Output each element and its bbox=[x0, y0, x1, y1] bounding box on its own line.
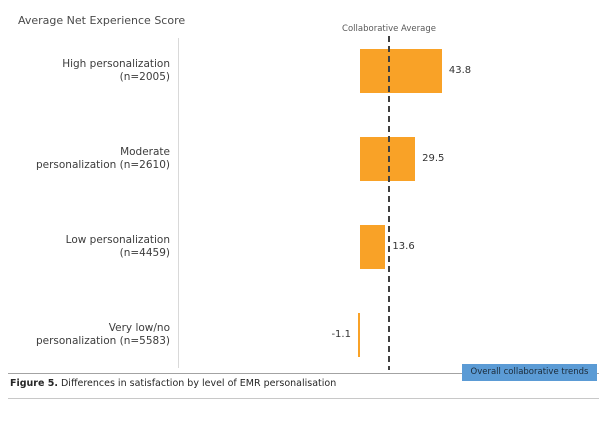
category-label: Low personalization (n=4459) bbox=[65, 234, 170, 259]
figure-caption: Figure 5. Differences in satisfaction by… bbox=[10, 378, 336, 389]
bar bbox=[360, 225, 386, 269]
figure-caption-text: Differences in satisfaction by level of … bbox=[57, 378, 337, 389]
caption-top-rule bbox=[8, 373, 599, 374]
category-label: High personalization (n=2005) bbox=[62, 58, 170, 83]
figure-caption-number: Figure 5. bbox=[10, 378, 58, 389]
value-label: 29.5 bbox=[422, 153, 445, 164]
chart-title: Average Net Experience Score bbox=[18, 14, 186, 27]
value-label: 43.8 bbox=[448, 65, 472, 76]
bar bbox=[357, 313, 360, 357]
category-axis-line bbox=[178, 38, 179, 368]
value-label: -1.1 bbox=[331, 329, 351, 340]
value-label: 13.6 bbox=[392, 241, 415, 252]
collaborative-average-label: Collaborative Average bbox=[342, 24, 436, 34]
bar bbox=[360, 137, 416, 181]
bar bbox=[360, 49, 442, 93]
collaborative-average-dashed-line bbox=[388, 36, 390, 370]
category-label: Very low/no personalization (n=5583) bbox=[35, 322, 170, 347]
caption-bottom-rule bbox=[8, 398, 599, 399]
category-label: Moderate personalization (n=2610) bbox=[35, 146, 170, 171]
trend-badge[interactable]: Overall collaborative trends bbox=[462, 364, 597, 381]
